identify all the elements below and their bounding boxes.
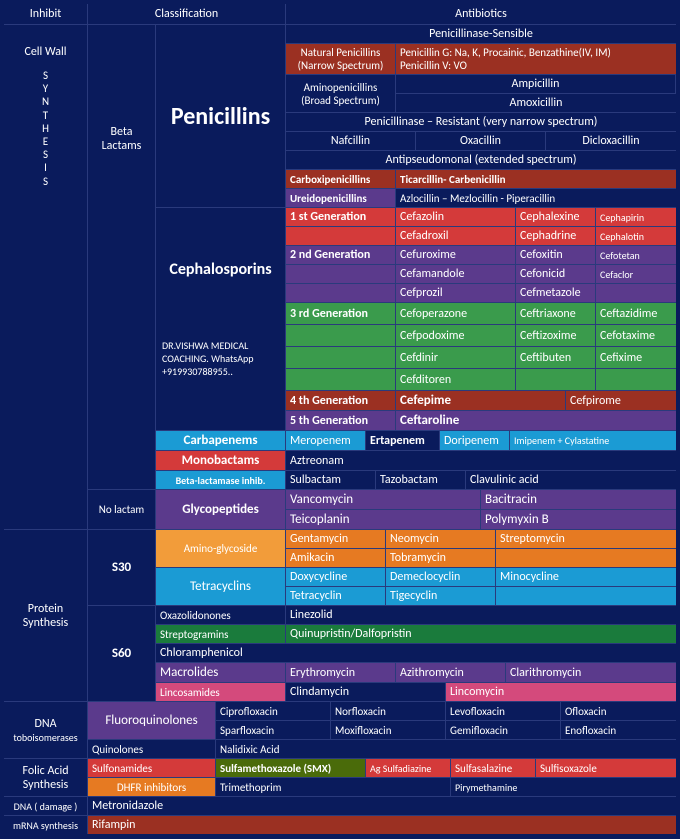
beta-lactams-label: Beta Lactams [88, 25, 156, 489]
folic-label: Folic Acid Synthesis [4, 759, 88, 796]
linco-title: Lincosamides [156, 683, 286, 701]
dicloxacillin: Dicloxacillin [546, 132, 676, 150]
tetra-title: Tetracyclins [156, 568, 286, 605]
gen5-label: 5 th Generation [286, 411, 396, 430]
monobactams-title: Monobactams [156, 451, 286, 470]
dna-damage-label: DNA ( damage ) [4, 797, 88, 815]
oxa-title: Oxazolidonones [156, 606, 286, 624]
dna-damage-section: DNA ( damage ) Metronidazole [4, 797, 676, 816]
cell-wall-label: Cell Wall [24, 45, 66, 59]
ureido-drugs: Azlocillin – Mezlocillin - Piperacillin [396, 189, 676, 207]
fluoro-title: Fluoroquinolones [88, 702, 216, 739]
s60-label: S60 [88, 606, 156, 701]
folic-section: Folic Acid Synthesis Sulfonamides Sulfam… [4, 759, 676, 797]
glycopeptides-title: Glycopeptides [156, 490, 286, 529]
chloramphenicol: Chloramphenicol [156, 644, 676, 662]
oxacillin: Oxacillin [416, 132, 546, 150]
header-classification: Classification [88, 4, 286, 24]
ureido-label: Ureidopenicillins [286, 189, 396, 207]
dna-label: DNA [34, 717, 56, 731]
carboxy-drugs: Ticarcillin- Carbenicillin [396, 170, 676, 188]
macrolides-title: Macrolides [156, 663, 286, 682]
cell-wall-section: Cell Wall S Y N T H E S I S Beta Lactams [4, 25, 676, 530]
antibiotics-classification-table: Inhibit Classification Antibiotics Cell … [0, 0, 680, 838]
header-antibiotics: Antibiotics [286, 4, 676, 24]
carboxy-label: Carboxipenicillins [286, 170, 396, 188]
nafcillin: Nafcillin [286, 132, 416, 150]
synthesis-vertical: S Y N T H E S I S [42, 69, 49, 188]
quino-title: Quinolones [88, 740, 216, 758]
s30-label: S30 [88, 530, 156, 605]
amino-title: Amino-glycoside [156, 530, 286, 567]
bli-title: Beta-lactamase inhib. [156, 471, 286, 489]
metronidazole: Metronidazole [88, 797, 676, 815]
pen-resistant: Penicillinase – Resistant (very narrow s… [286, 113, 676, 131]
carbapenems-title: Carbapenems [156, 431, 286, 450]
natural-pen-drugs: Penicillin G: Na, K, Procainic, Benzathi… [396, 44, 676, 74]
header-row: Inhibit Classification Antibiotics [4, 4, 676, 25]
watermark: DR.VISHWA MEDICAL COACHING. WhatsApp +91… [160, 339, 281, 378]
protein-label: Protein Synthesis [4, 530, 88, 701]
cephalosporins-title: Cephalosporins [169, 260, 271, 279]
amoxicillin: Amoxicillin [396, 94, 676, 112]
dna-section: DNA toboisomerases Fluoroquinolones Cipr… [4, 702, 676, 759]
strepto-title: Streptogramins [156, 625, 286, 643]
header-inhibit: Inhibit [4, 4, 88, 24]
sulfo-title: Sulfonamides [88, 759, 216, 777]
protein-section: Protein Synthesis S30 Amino-glycoside Ge… [4, 530, 676, 702]
gen4-label: 4 th Generation [286, 391, 396, 410]
natural-pen-label: Natural Penicillins (Narrow Spectrum) [286, 44, 396, 74]
mrna-section: mRNA synthesis Rifampin [4, 816, 676, 834]
no-lactam-label: No lactam [88, 490, 156, 529]
rifampin: Rifampin [88, 816, 676, 834]
ampicillin: Ampicillin [396, 75, 676, 94]
penicillins-title: Penicillins [156, 25, 286, 207]
gen3-label: 3 rd Generation [286, 303, 396, 324]
dhfr-title: DHFR inhibitors [88, 778, 216, 796]
pen-sensible: Penicillinase-Sensible [286, 25, 676, 43]
amino-pen-label: Aminopenicillins (Broad Spectrum) [286, 75, 396, 112]
mrna-label: mRNA synthesis [4, 816, 88, 834]
dna-sublabel: toboisomerases [13, 731, 77, 744]
gen1-label: 1 st Generation [286, 208, 396, 226]
gen2-label: 2 nd Generation [286, 246, 396, 264]
antipseudo: Antipseudomonal (extended spectrum) [286, 151, 676, 169]
